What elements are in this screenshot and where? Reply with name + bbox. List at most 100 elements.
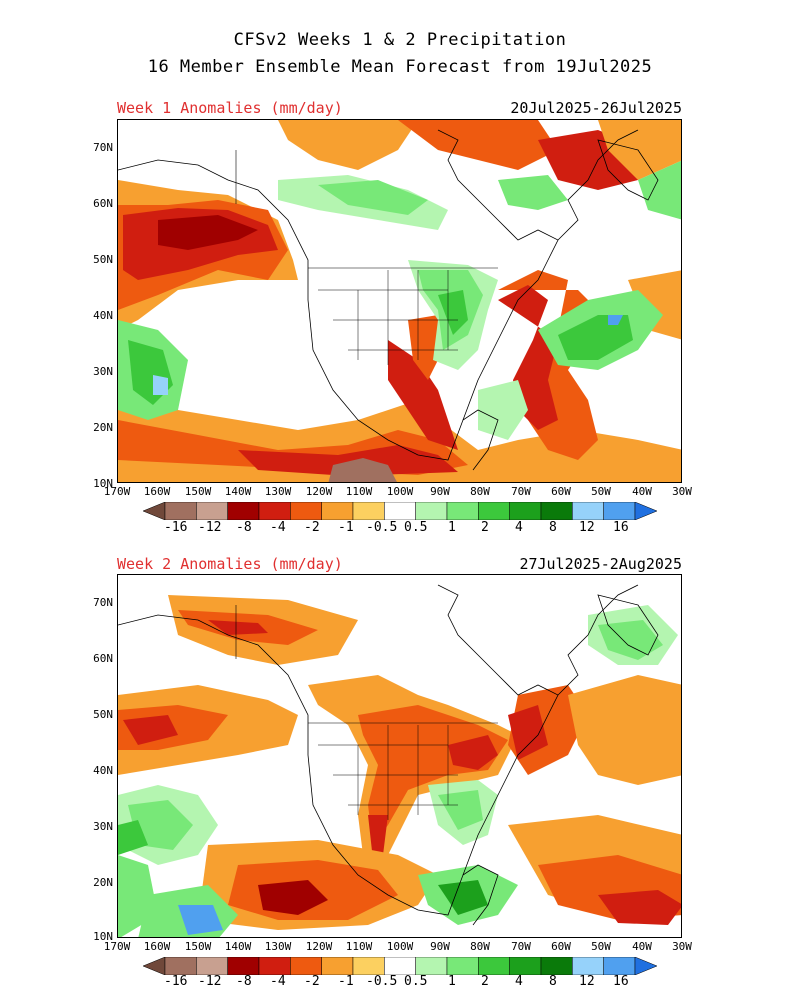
colorbar-tick: 1 [448,974,456,989]
colorbar-swatch [384,957,416,975]
lon-tick: 90W [430,485,450,498]
colorbar-tick: -4 [270,520,286,535]
lon-tick: 120W [305,940,333,953]
lat-tick: 60N [93,197,113,210]
colorbar-tick: -8 [236,520,252,535]
lon-tick: 80W [470,485,490,498]
colorbar-swatch [227,502,260,520]
lon-tick: 170W [103,940,131,953]
colorbar-swatch [446,502,479,520]
colorbar-swatch [509,957,542,975]
week2-label: Week 2 Anomalies (mm/day) [117,555,343,573]
lon-tick: 50W [591,485,611,498]
lon-tick: 130W [264,940,292,953]
lat-tick: 20N [93,876,113,889]
colorbar-swatch [415,502,448,520]
lat-tick: 30N [93,365,113,378]
lon-tick: 90W [430,940,450,953]
colorbar-tick: -16 [164,520,188,535]
colorbar-swatch [321,502,354,520]
lon-tick: 170W [103,485,131,498]
lat-tick: 20N [93,421,113,434]
colorbar-swatch [258,957,291,975]
week1-colorbar [143,502,657,520]
lon-tick: 100W [386,940,414,953]
week1-label: Week 1 Anomalies (mm/day) [117,99,343,117]
colorbar-swatch [572,502,604,520]
lon-tick: 160W [143,485,171,498]
colorbar-swatch [352,957,385,975]
colorbar-swatch [634,502,657,520]
lon-tick: 80W [470,940,490,953]
colorbar-tick: 4 [515,520,523,535]
colorbar-tick: -1 [338,974,354,989]
lat-tick: 30N [93,820,113,833]
lon-tick: 30W [672,485,692,498]
colorbar-tick: -0.5 [366,974,398,989]
lat-tick: 40N [93,764,113,777]
lon-tick: 140W [224,485,252,498]
lon-tick: 140W [224,940,252,953]
colorbar-swatch [415,957,448,975]
lon-tick: 30W [672,940,692,953]
title-line-2: 16 Member Ensemble Mean Forecast from 19… [147,57,653,77]
colorbar-tick: -8 [236,974,252,989]
colorbar-swatch [478,957,510,975]
lon-tick: 110W [345,940,373,953]
colorbar-swatch [143,957,166,975]
week2-dates: 27Jul2025-2Aug2025 [519,555,682,573]
lon-tick: 150W [184,485,212,498]
lat-tick: 70N [93,141,113,154]
lat-tick: 70N [93,596,113,609]
colorbar-swatch [143,502,166,520]
colorbar-swatch [540,502,573,520]
colorbar-swatch [509,502,542,520]
title-line-1: CFSv2 Weeks 1 & 2 Precipitation [233,30,567,50]
colorbar-swatch [227,957,260,975]
colorbar-tick: 2 [481,520,489,535]
colorbar-swatch [290,957,322,975]
week2-map [117,574,682,938]
colorbar-swatch [603,957,636,975]
lat-tick: 60N [93,652,113,665]
colorbar-tick: 16 [613,974,629,989]
colorbar-swatch [164,502,197,520]
colorbar-swatch [478,502,510,520]
colorbar-tick: -12 [198,974,222,989]
lon-tick: 40W [632,485,652,498]
lon-tick: 70W [511,940,531,953]
colorbar-tick: 0.5 [404,520,428,535]
colorbar-swatch [572,957,604,975]
colorbar-swatch [384,502,416,520]
colorbar-tick: 4 [515,974,523,989]
lon-tick: 150W [184,940,212,953]
lat-tick: 50N [93,708,113,721]
lon-tick: 160W [143,940,171,953]
colorbar-tick: -0.5 [366,520,398,535]
colorbar-tick: 8 [549,520,557,535]
colorbar-tick: -4 [270,974,286,989]
colorbar-tick: -16 [164,974,188,989]
colorbar-swatch [196,502,228,520]
colorbar-tick: 2 [481,974,489,989]
colorbar-tick: 0.5 [404,974,428,989]
lon-tick: 100W [386,485,414,498]
colorbar-swatch [321,957,354,975]
colorbar-tick: 1 [448,520,456,535]
colorbar-swatch [196,957,228,975]
colorbar-swatch [634,957,657,975]
colorbar-tick: -2 [304,520,320,535]
lon-tick: 70W [511,485,531,498]
lat-tick: 40N [93,309,113,322]
lat-tick: 10N [93,930,113,943]
lon-tick: 130W [264,485,292,498]
colorbar-swatch [164,957,197,975]
colorbar-tick: 16 [613,520,629,535]
colorbar-swatch [352,502,385,520]
colorbar-tick: -1 [338,520,354,535]
colorbar-tick: -2 [304,974,320,989]
lon-tick: 50W [591,940,611,953]
colorbar-swatch [290,502,322,520]
colorbar-swatch [603,502,636,520]
week2-colorbar [143,957,657,975]
